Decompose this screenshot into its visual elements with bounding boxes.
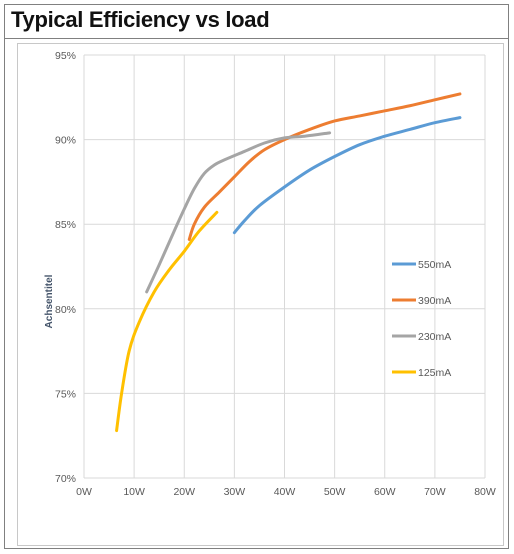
plot-area-frame: [17, 43, 504, 546]
x-tick-label: 30W: [224, 486, 246, 498]
legend-label-230mA: 230mA: [418, 331, 451, 343]
legend-label-390mA: 390mA: [418, 295, 451, 307]
x-tick-label: 70W: [424, 486, 446, 498]
series-line-125mA: [115, 210, 219, 433]
title-bar: Typical Efficiency vs load: [5, 5, 508, 39]
y-tick-label: 70%: [55, 473, 76, 485]
x-tick-label: 60W: [374, 486, 396, 498]
series-line-230mA: [145, 131, 332, 294]
y-tick-label: 90%: [55, 135, 76, 147]
x-tick-label: 40W: [274, 486, 296, 498]
y-tick-label: 85%: [55, 219, 76, 231]
x-tick-label: 0W: [76, 486, 92, 498]
chart-title: Typical Efficiency vs load: [11, 7, 270, 32]
x-axis-ticks: 0W 10W 20W 30W 40W 50W 60W 70W 80W: [76, 486, 496, 498]
y-tick-label: 80%: [55, 304, 76, 316]
y-tick-label: 75%: [55, 388, 76, 400]
series-lines: [115, 92, 462, 433]
chart-window: Typical Efficiency vs load: [4, 4, 509, 549]
x-tick-label: 50W: [324, 486, 346, 498]
y-axis-label: Achsentitel: [44, 274, 55, 328]
x-tick-label: 80W: [474, 486, 496, 498]
series-line-550mA: [232, 116, 462, 235]
series-line-390mA: [187, 92, 462, 241]
legend: 550mA 390mA 230mA 125mA: [392, 259, 451, 379]
y-axis-ticks: 70% 75% 80% 85% 90% 95%: [55, 50, 76, 485]
y-tick-label: 95%: [55, 50, 76, 62]
x-tick-label: 10W: [123, 486, 145, 498]
x-tick-label: 20W: [173, 486, 195, 498]
legend-label-550mA: 550mA: [418, 259, 451, 271]
legend-label-125mA: 125mA: [418, 367, 451, 379]
